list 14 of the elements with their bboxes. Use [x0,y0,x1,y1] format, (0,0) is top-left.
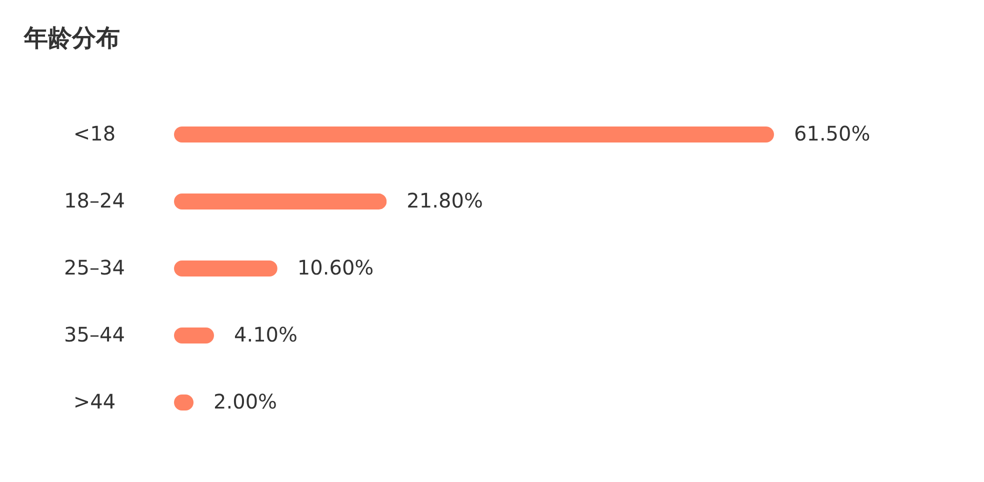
bar [174,126,774,142]
y-tick-label: >44 [73,390,116,414]
data-label: 21.80% [406,188,483,212]
y-tick-label: 35–44 [64,322,125,346]
y-tick-label: <18 [73,122,116,146]
y-tick-label: 18–24 [64,188,125,212]
data-label: 4.10% [234,322,298,346]
data-label: 10.60% [297,256,374,280]
bar [174,260,278,276]
bar [174,194,387,210]
y-tick-label: 25–34 [64,256,125,280]
chart-title: 年龄分布 [23,24,120,52]
data-label: 2.00% [214,390,278,414]
data-label: 61.50% [794,122,870,146]
